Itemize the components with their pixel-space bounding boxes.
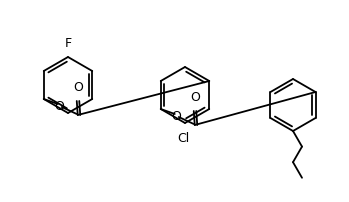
Text: O: O — [171, 109, 181, 122]
Text: F: F — [65, 37, 72, 50]
Text: O: O — [73, 81, 83, 94]
Text: O: O — [54, 100, 64, 113]
Text: O: O — [190, 91, 200, 104]
Text: Cl: Cl — [177, 132, 189, 145]
